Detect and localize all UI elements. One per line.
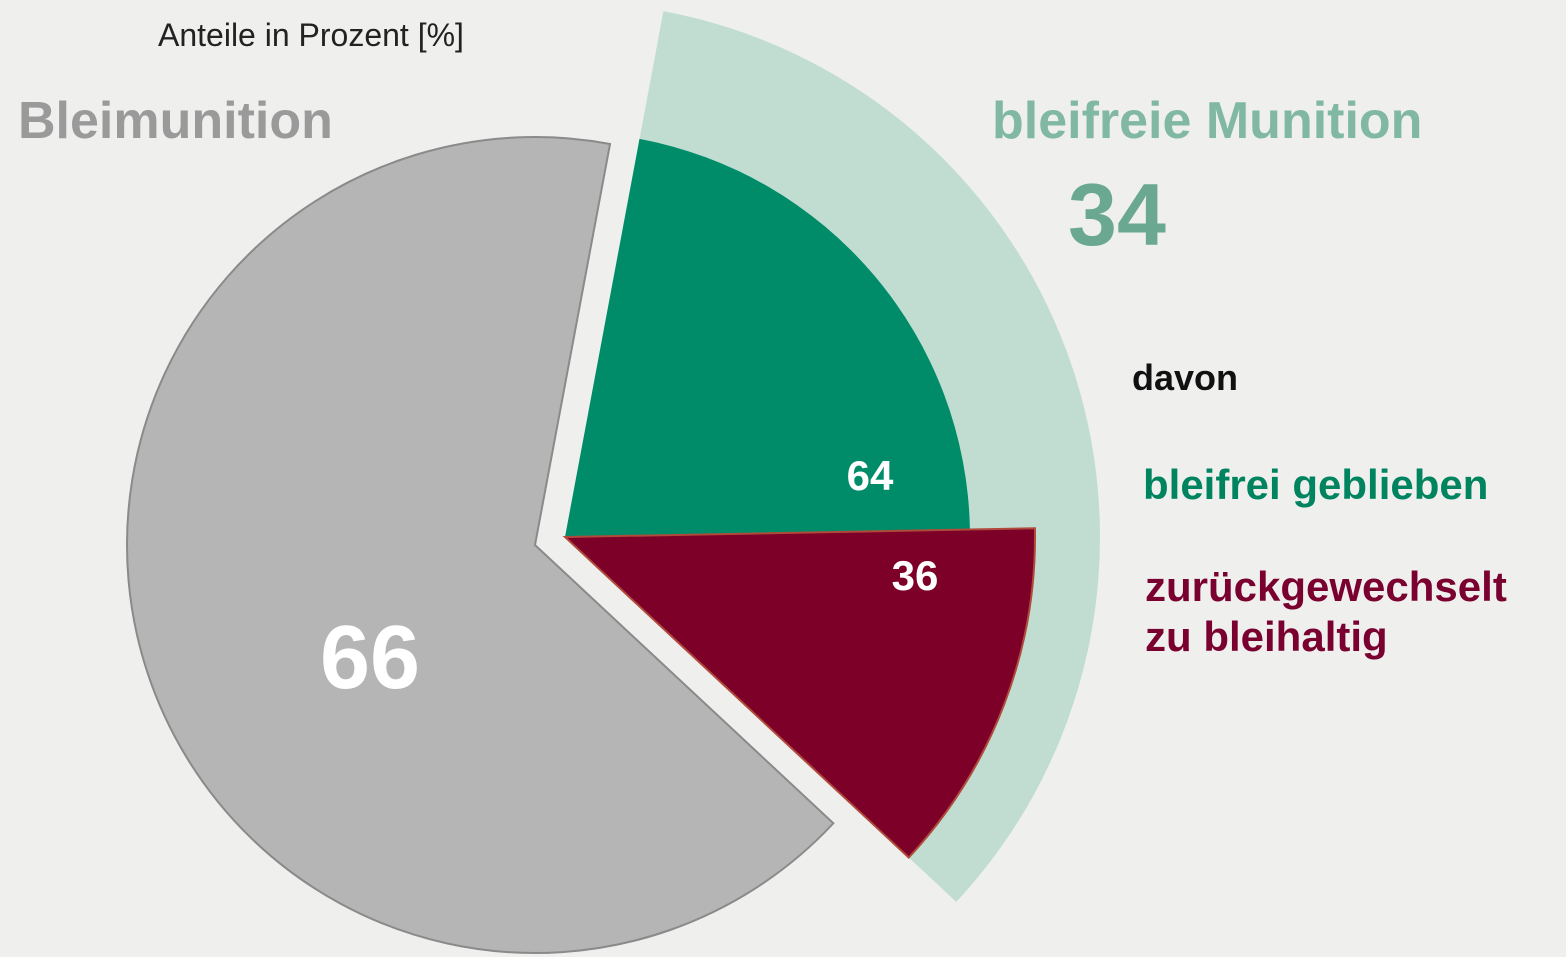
value-label: 36 xyxy=(892,552,939,599)
value-label: 66 xyxy=(320,608,420,708)
value-label: 64 xyxy=(847,452,894,499)
chart-title: Anteile in Prozent [%] xyxy=(158,16,464,54)
legend-label: bleifrei geblieben xyxy=(1143,460,1488,510)
legend-label: zurückgewechselt zu bleihaltig xyxy=(1145,562,1560,663)
page: 66 34 64 36 Anteile in Prozent [%] Bleimuni… xyxy=(0,0,1566,957)
value-label: 34 xyxy=(1068,165,1166,264)
legend-label: bleifreie Munition xyxy=(992,90,1422,152)
legend-label: Bleimunition xyxy=(18,90,333,152)
sub-title: davon xyxy=(1132,356,1238,399)
